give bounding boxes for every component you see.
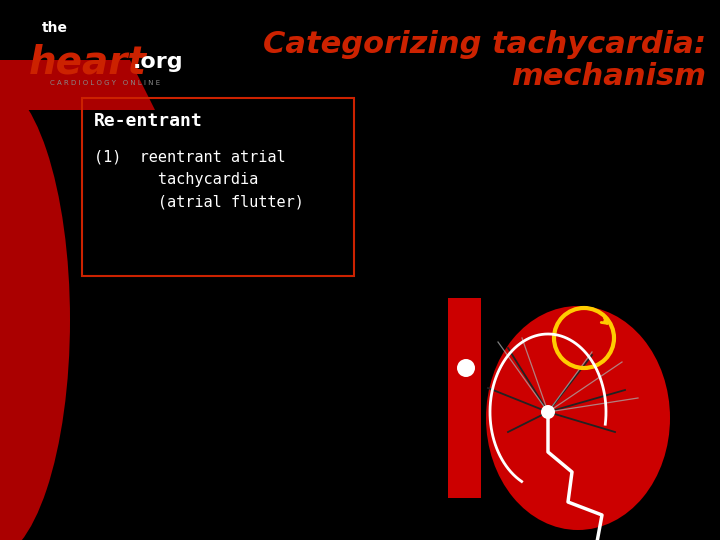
- Ellipse shape: [486, 306, 670, 530]
- Circle shape: [457, 359, 475, 377]
- Text: Re-entrant: Re-entrant: [94, 112, 203, 130]
- Bar: [82, 98, 354, 276]
- Text: (1)  reentrant atrial
       tachycardia
       (atrial flutter): (1) reentrant atrial tachycardia (atrial…: [94, 150, 304, 210]
- Text: mechanism: mechanism: [511, 62, 706, 91]
- Text: heart: heart: [29, 43, 147, 81]
- Text: C A R D I O L O G Y   O N L I N E: C A R D I O L O G Y O N L I N E: [50, 80, 160, 86]
- Circle shape: [541, 405, 555, 419]
- Text: the: the: [42, 21, 68, 35]
- Ellipse shape: [0, 80, 70, 540]
- Text: .org: .org: [132, 52, 184, 72]
- Bar: [448, 298, 481, 498]
- Text: Categorizing tachycardia:: Categorizing tachycardia:: [263, 30, 706, 59]
- Polygon shape: [0, 60, 155, 110]
